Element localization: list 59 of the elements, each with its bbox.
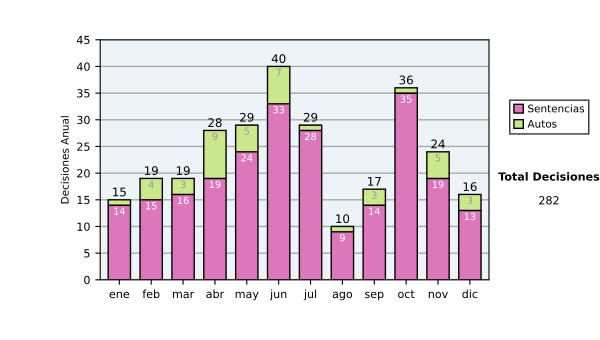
x-tick-label: ene bbox=[110, 292, 130, 298]
data-label: 35 bbox=[400, 95, 412, 103]
data-label: 33 bbox=[273, 106, 284, 114]
data-label: 14 bbox=[369, 208, 380, 215]
legend-label: Sentencias bbox=[528, 104, 584, 112]
total-label: 36 bbox=[400, 76, 413, 84]
y-tick-label: 0 bbox=[84, 276, 90, 284]
total-label: 29 bbox=[240, 112, 254, 122]
x-tick-label: feb bbox=[142, 290, 160, 298]
y-tick-label: 10 bbox=[78, 222, 90, 231]
data-label: 9 bbox=[212, 132, 218, 140]
y-axis-title: Decisiones Anual bbox=[60, 116, 69, 204]
data-label: 13 bbox=[464, 212, 476, 220]
data-label: 3 bbox=[468, 196, 472, 204]
y-tick-label: 25 bbox=[77, 142, 90, 151]
y-tick-label: 5 bbox=[84, 249, 90, 258]
total-label: 19 bbox=[144, 166, 158, 176]
y-tick-label: 15 bbox=[78, 196, 90, 204]
x-tick-label: jul bbox=[304, 290, 316, 300]
text: 282 bbox=[539, 196, 558, 205]
total-label: 16 bbox=[464, 182, 477, 192]
legend-label: Autos bbox=[528, 120, 557, 128]
total-label: 40 bbox=[272, 54, 286, 64]
total-label: 29 bbox=[304, 112, 318, 122]
y-tick-label: 45 bbox=[76, 36, 90, 44]
x-tick-label: dic bbox=[462, 290, 478, 298]
x-tick-label: jun bbox=[270, 290, 286, 300]
y-tick-label: 35 bbox=[77, 89, 90, 98]
data-label: 7 bbox=[276, 68, 281, 76]
data-label: 14 bbox=[114, 208, 125, 215]
text: Total Decisiones bbox=[498, 172, 600, 181]
x-tick-label: ago bbox=[332, 292, 352, 300]
total-label: 17 bbox=[368, 177, 381, 186]
total-label: 28 bbox=[208, 118, 222, 128]
data-label: 19 bbox=[210, 180, 220, 188]
x-tick-label: mar bbox=[172, 292, 194, 298]
y-tick-label: 20 bbox=[77, 169, 90, 178]
x-tick-label: oct bbox=[398, 290, 415, 298]
data-label: 4 bbox=[148, 180, 154, 188]
data-label: 5 bbox=[244, 128, 250, 135]
data-label: 19 bbox=[432, 180, 444, 188]
x-tick-label: sep bbox=[365, 292, 384, 300]
y-tick-label: 40 bbox=[76, 62, 90, 71]
data-label: 15 bbox=[146, 202, 157, 210]
x-tick-label: nov bbox=[428, 292, 448, 298]
y-tick-label: 30 bbox=[77, 116, 90, 124]
data-label: 3 bbox=[372, 191, 377, 199]
total-label: 10 bbox=[336, 214, 350, 224]
data-label: 28 bbox=[305, 132, 316, 140]
total-label: 19 bbox=[176, 166, 190, 176]
data-label: 9 bbox=[340, 234, 345, 242]
data-label: 3 bbox=[180, 180, 186, 188]
total-label: 15 bbox=[113, 188, 126, 196]
x-tick-label: may bbox=[236, 292, 259, 300]
x-tick-label: abr bbox=[206, 290, 224, 298]
data-label: 24 bbox=[241, 154, 252, 162]
data-label: 16 bbox=[178, 196, 189, 204]
data-label: 5 bbox=[436, 154, 440, 162]
total-label: 24 bbox=[431, 140, 445, 148]
